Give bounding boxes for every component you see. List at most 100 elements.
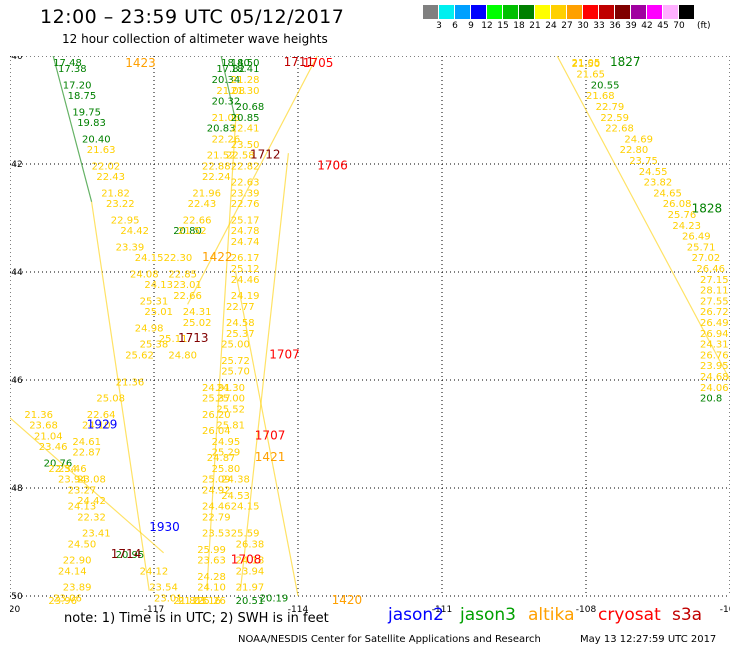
legend-label: 6: [452, 21, 458, 31]
wave-height-value: 24.87: [207, 453, 236, 464]
wave-height-value: 26.04: [202, 426, 231, 437]
wave-height-value: 25.29: [212, 448, 241, 459]
pass-time-label: 1707: [269, 347, 300, 361]
wave-height-value: 25.26: [197, 596, 226, 607]
pass-time-label: 1827: [610, 56, 641, 69]
wave-height-value: 24.13: [68, 502, 97, 513]
wave-height-value: 19.83: [77, 118, 106, 129]
wave-height-value: 22.80: [620, 145, 649, 156]
wave-height-value: 23.94: [236, 566, 265, 577]
wave-height-value: 24.08: [130, 269, 159, 280]
wave-height-value: 21.04: [34, 431, 63, 442]
wave-height-value: 25.17: [231, 215, 260, 226]
wave-height-value: 22.68: [605, 124, 634, 135]
wave-height-value: 20.76: [44, 458, 73, 469]
legend-label: 27: [561, 21, 573, 31]
legend-swatch: [423, 5, 439, 19]
wave-height-value: 23.22: [106, 199, 135, 210]
wave-height-value: 27.02: [692, 253, 721, 264]
wave-height-value: 21.36: [24, 410, 53, 421]
wave-height-value: 25.00: [221, 340, 250, 351]
wave-height-value: 27.15: [700, 275, 729, 286]
wave-height-value: 25.80: [212, 464, 241, 475]
wave-height-value: 25.76: [668, 210, 697, 221]
wave-height-value: 23.53: [202, 529, 231, 540]
wave-height-value: 22.02: [92, 161, 121, 172]
x-tick-label: -117: [144, 605, 164, 615]
pass-time-label: 1420: [332, 593, 363, 607]
pass-time-label: 1708: [231, 553, 262, 567]
wave-height-value: 24.55: [639, 167, 668, 178]
wave-height-value: 23.08: [77, 475, 106, 486]
wave-height-value: 20.40: [82, 134, 111, 145]
wave-height-value: 22.79: [596, 102, 625, 113]
wave-height-value: 25.37: [202, 394, 231, 405]
wave-height-value: 21.97: [236, 583, 265, 594]
pass-time-label: 1713: [178, 331, 209, 345]
wave-height-value: 26.49: [682, 232, 711, 243]
wave-height-value: 25.81: [216, 421, 245, 432]
wave-height-value: 23.95: [700, 361, 729, 372]
satellite-track: [239, 153, 289, 591]
wave-height-value: 24.13: [144, 280, 173, 291]
x-tick-label: -108: [576, 605, 597, 615]
wave-height-value: 25.12: [231, 264, 260, 275]
x-tick-label: -120: [10, 605, 20, 615]
wave-height-value: 20.85: [231, 113, 260, 124]
legend-label: 9: [468, 21, 474, 31]
wave-height-value: 24.65: [653, 188, 682, 199]
wave-height-value: 21.81: [173, 596, 202, 607]
credit-text: NOAA/NESDIS Center for Satellite Applica…: [238, 634, 541, 645]
wave-height-value: 26.94: [700, 329, 729, 340]
wave-height-value: 23.46: [39, 442, 68, 453]
wave-height-value: 22.76: [231, 199, 260, 210]
wave-height-value: 25.72: [221, 356, 250, 367]
pass-time-label: 1423: [125, 56, 156, 70]
wave-height-value: 24.68: [700, 372, 729, 383]
legend-label: 21: [529, 21, 541, 31]
wave-height-value: 24.14: [58, 566, 87, 577]
wave-height-value: 23.54: [149, 583, 178, 594]
wave-height-value: 23.89: [63, 583, 92, 594]
wave-height-value: 25.00: [216, 394, 245, 405]
generated-timestamp: May 13 12:27:59 UTC 2017: [580, 634, 717, 645]
wave-height-value: 23.01: [173, 280, 202, 291]
wave-height-value: 25.62: [125, 350, 154, 361]
legend-swatch: [503, 5, 519, 19]
legend-label: 39: [625, 21, 637, 31]
wave-height-value: 22.30: [164, 253, 193, 264]
wave-height-value: 20.83: [207, 124, 236, 135]
wave-height-value: 23.96: [48, 596, 77, 607]
legend-swatch: [679, 5, 695, 19]
legend-label: 24: [545, 21, 557, 31]
wave-height-value: 26.20: [202, 410, 231, 421]
wave-height-value: 24.46: [231, 275, 260, 286]
wave-height-value: 25.31: [140, 296, 169, 307]
wave-height-value: 24.42: [120, 226, 149, 237]
x-tick-label: -111: [432, 605, 452, 615]
wave-height-value: 21.63: [87, 145, 116, 156]
wave-height-value: 21.08: [216, 86, 245, 97]
wave-height-value: 22.64: [87, 410, 116, 421]
legend-label: 3: [436, 21, 442, 31]
legend-swatch: [551, 5, 567, 19]
pass-time-label: 1707: [255, 428, 286, 442]
wave-height-value: 20.80: [173, 226, 202, 237]
y-tick-label: -50: [10, 592, 23, 602]
wave-height-value: 22.88: [202, 161, 231, 172]
legend-swatch: [663, 5, 679, 19]
legend-swatch: [455, 5, 471, 19]
wave-height-value: 26.49: [700, 318, 729, 329]
wave-height-map[interactable]: -120 -117 -114 -111 -108 -105 -40 -42 -44 -46 -48 -…: [10, 56, 730, 616]
legend-swatch: [615, 5, 631, 19]
wave-height-value: 24.61: [72, 437, 101, 448]
wave-height-value: 22.77: [226, 302, 255, 313]
x-tick-label: -105: [720, 605, 730, 615]
wave-height-value: 20.68: [236, 102, 265, 113]
wave-height-value: 23.50: [231, 140, 260, 151]
wave-height-value: 24.38: [221, 475, 250, 486]
wave-height-value: 28.11: [700, 286, 729, 297]
y-tick-label: -44: [10, 268, 23, 278]
wave-height-value: 21.52: [178, 226, 207, 237]
wave-height-value: 24.69: [624, 134, 653, 145]
